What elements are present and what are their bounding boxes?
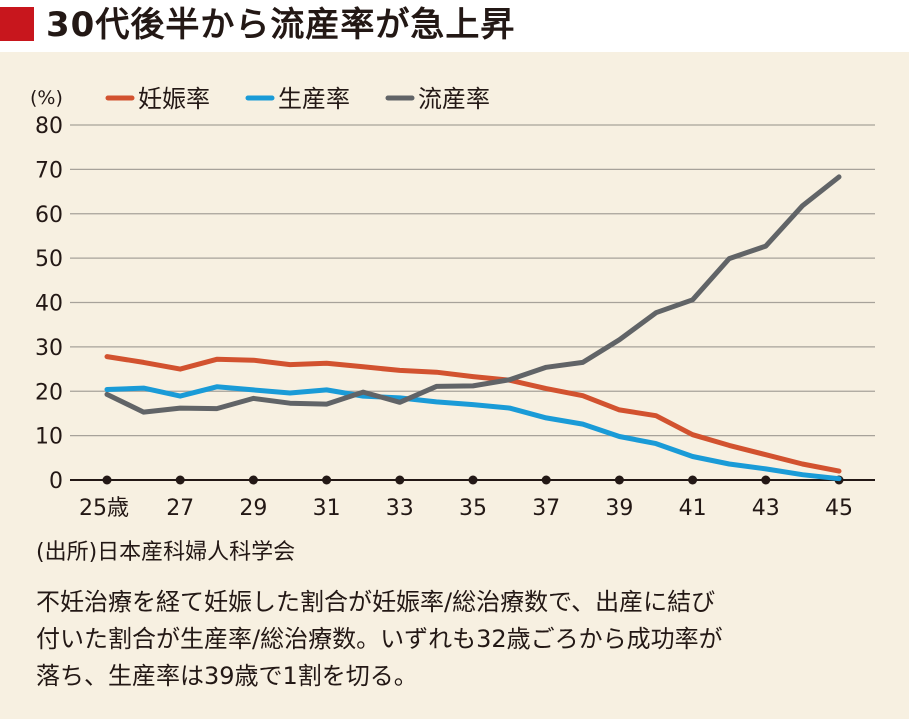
- x-tick-dot: [102, 475, 112, 485]
- series-line-live-birth-rate: [104, 384, 842, 482]
- x-tick-label: 37: [532, 496, 560, 521]
- x-tick-dot: [395, 475, 405, 485]
- x-tick-label: 27: [166, 496, 194, 521]
- x-tick-dot: [175, 475, 185, 485]
- caption-line: 付いた割合が生産率/総治療数。いずれも32歳ごろから成功率が: [36, 625, 723, 653]
- title-accent-square: [0, 7, 34, 41]
- x-tick-dot: [688, 475, 698, 485]
- x-tick-dot: [248, 475, 258, 485]
- y-tick-label: 0: [49, 469, 63, 494]
- legend-label: 流産率: [418, 85, 490, 113]
- x-tick-label: 31: [313, 496, 341, 521]
- series-line-pregnancy-rate: [104, 354, 842, 474]
- x-tick-label: 43: [752, 496, 780, 521]
- legend-label: 生産率: [278, 85, 350, 113]
- y-tick-label: 30: [35, 336, 63, 361]
- x-tick-dot: [468, 475, 478, 485]
- y-axis-unit: (%): [30, 87, 63, 109]
- y-tick-label: 20: [35, 380, 63, 405]
- caption-line: 不妊治療を経て妊娠した割合が妊娠率/総治療数で、出産に結び: [36, 588, 716, 616]
- source-note: (出所)日本産科婦人科学会: [36, 540, 296, 565]
- x-tick-label: 25歳: [79, 496, 129, 521]
- y-tick-label: 40: [35, 292, 63, 317]
- header-bar: 30代後半から流産率が急上昇: [0, 0, 909, 52]
- x-tick-label: 29: [239, 496, 267, 521]
- y-tick-label: 70: [35, 158, 63, 183]
- y-tick-label: 80: [35, 114, 63, 139]
- x-tick-dot: [761, 475, 771, 485]
- caption: 不妊治療を経て妊娠した割合が妊娠率/総治療数で、出産に結び 付いた割合が生産率/…: [36, 584, 886, 695]
- x-tick-label: 39: [605, 496, 633, 521]
- legend-label: 妊娠率: [138, 85, 210, 113]
- line-chart: 0 10 20 30 40 50 60 70 80 (%) 25歳 27 29 31 33 35 37 39 41 4…: [30, 85, 875, 521]
- series-line-miscarriage-rate: [104, 174, 842, 415]
- chart-title: 30代後半から流産率が急上昇: [46, 5, 516, 45]
- y-tick-label: 60: [35, 203, 63, 228]
- x-tick-dot: [614, 475, 624, 485]
- x-tick-dot: [541, 475, 551, 485]
- y-tick-label: 10: [35, 425, 63, 450]
- caption-line: 落ち、生産率は39歳で1割を切る。: [36, 662, 418, 690]
- x-tick-dot: [322, 475, 332, 485]
- y-tick-label: 50: [35, 247, 63, 272]
- x-tick-label: 35: [459, 496, 487, 521]
- x-tick-label: 45: [825, 496, 853, 521]
- x-tick-label: 33: [386, 496, 414, 521]
- x-tick-label: 41: [679, 496, 707, 521]
